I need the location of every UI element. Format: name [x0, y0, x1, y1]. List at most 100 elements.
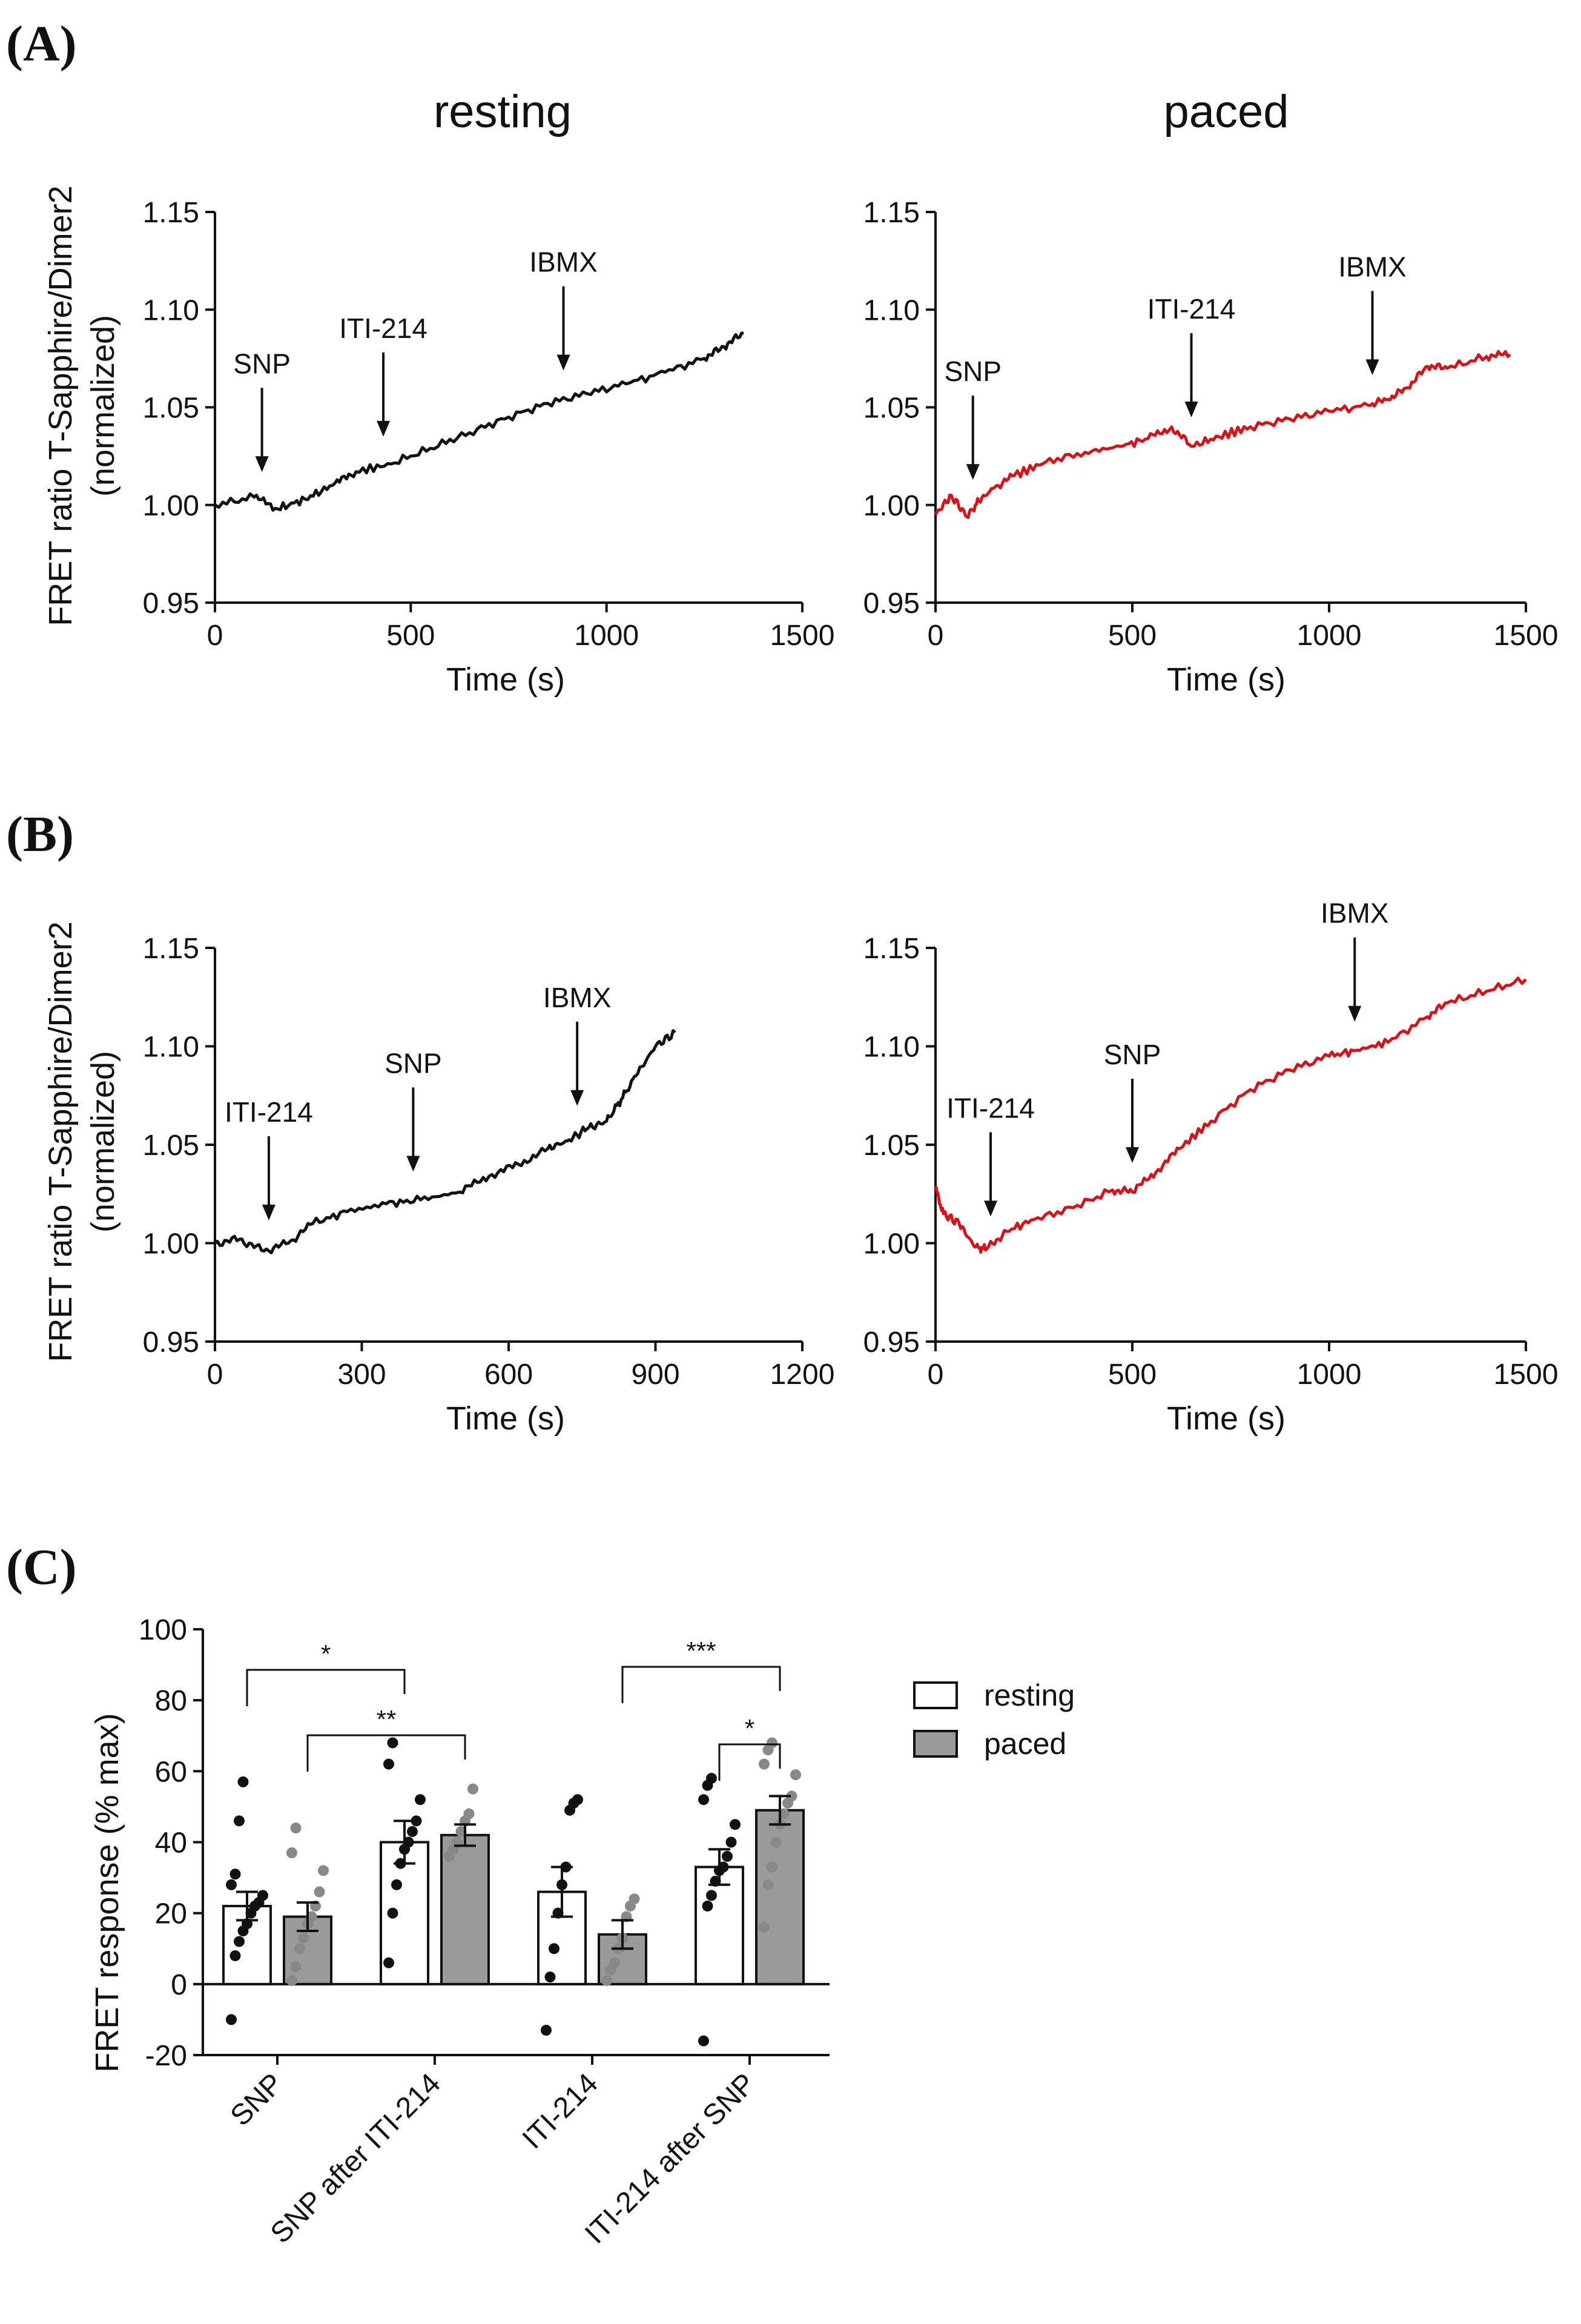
data-point	[415, 1794, 426, 1806]
x-tick-label: 1000	[1297, 1359, 1362, 1391]
line-chart-b-resting: 0.95 1.00 1.05 1.10 1.15 0 300 600 900 1200 ITI-21…	[143, 933, 835, 1391]
y-tick-label: 0.95	[863, 1326, 920, 1359]
y-tick-label: 1.15	[143, 933, 199, 965]
significance-bracket: ***	[621, 1637, 781, 1703]
y-tick-label: 0.95	[143, 588, 199, 620]
data-point	[290, 1822, 302, 1834]
series-line-paced	[934, 976, 1527, 1254]
annotation-arrow: SNP	[1104, 1039, 1161, 1163]
data-point	[229, 1950, 241, 1961]
series-line-resting	[214, 1029, 676, 1254]
b-resting-xlabel: Time (s)	[446, 1400, 565, 1437]
x-tick-label: 1000	[1297, 620, 1362, 652]
data-point	[257, 1890, 268, 1901]
y-tick-label: 1.15	[863, 197, 920, 229]
c-y-tick-label: 60	[155, 1756, 187, 1788]
c-y-tick-label: -20	[145, 2040, 187, 2072]
significance-bracket: **	[306, 1705, 466, 1772]
y-tick-label: 1.05	[143, 1130, 199, 1162]
x-tick-label: 0	[928, 1359, 944, 1391]
c-y-tick-label: 80	[155, 1685, 187, 1717]
annotation-label: IBMX	[1321, 898, 1388, 929]
bracket-line	[246, 1669, 406, 1706]
annotation-label: IBMX	[529, 247, 597, 278]
significance-stars: ***	[686, 1637, 716, 1665]
annotation-arrow: ITI-214	[339, 313, 427, 437]
y-tick-label: 1.00	[863, 1228, 920, 1260]
data-point	[572, 1794, 583, 1806]
annotation-label: ITI-214	[225, 1096, 313, 1128]
annotation-label: ITI-214	[339, 313, 427, 344]
annotation-label: SNP	[1104, 1039, 1161, 1070]
data-point	[698, 2035, 709, 2047]
data-point	[730, 1819, 741, 1830]
data-point	[318, 1865, 329, 1876]
annotation-label: ITI-214	[946, 1092, 1035, 1124]
data-point	[286, 1847, 297, 1859]
annotation-arrow: ITI-214	[1147, 293, 1235, 417]
annotation-label: SNP	[944, 356, 1002, 387]
bracket-line	[718, 1743, 781, 1781]
data-point	[383, 1758, 394, 1770]
significance-bracket: *	[718, 1714, 781, 1781]
c-y-tick-label: 40	[155, 1827, 187, 1859]
significance-stars: *	[321, 1640, 331, 1668]
annotation-arrow: SNP	[944, 356, 1002, 480]
a-resting-xlabel: Time (s)	[446, 661, 565, 698]
y-tick-label: 1.00	[143, 490, 199, 522]
annotation-arrow: IBMX	[1338, 251, 1407, 376]
bar-resting	[695, 1865, 744, 1985]
significance-stars: *	[745, 1714, 754, 1743]
data-point	[387, 1907, 398, 1919]
line-chart-a-resting: 0.95 1.00 1.05 1.10 1.15 0 500 1000 1500 SNP ITI-2…	[143, 197, 835, 652]
y-tick-label: 1.10	[863, 1031, 920, 1064]
y-tick-label: 1.05	[143, 392, 199, 425]
x-tick-label: 600	[484, 1359, 533, 1391]
data-point	[411, 1815, 422, 1827]
data-point	[226, 1879, 237, 1890]
arrow-head	[966, 464, 980, 480]
arrow-head	[570, 1090, 584, 1106]
annotation-label: SNP	[233, 348, 291, 379]
c-category-label: ITI-214	[517, 2067, 604, 2155]
arrow-head	[406, 1156, 420, 1172]
x-tick-label: 1500	[1494, 1359, 1559, 1391]
x-tick-label: 500	[1108, 1359, 1157, 1391]
title-resting: resting	[434, 86, 572, 137]
line-chart-b-paced: 0.95 1.00 1.05 1.10 1.15 0 500 1000 1500 ITI-214 S…	[863, 898, 1559, 1391]
data-point	[234, 1936, 245, 1947]
b-ylabel-line1: FRET ratio T-Sapphire/Dimer2	[42, 921, 79, 1362]
data-point	[767, 1861, 777, 1873]
y-tick-label: 0.95	[143, 1326, 199, 1359]
x-tick-label: 1500	[770, 620, 835, 652]
y-tick-label: 1.05	[863, 1130, 920, 1162]
data-point	[407, 1826, 418, 1837]
significance-bracket: *	[246, 1640, 406, 1706]
c-y-tick-label: 0	[171, 1969, 187, 2001]
y-tick-label: 1.05	[863, 392, 920, 425]
x-tick-label: 1200	[770, 1359, 835, 1391]
data-point	[549, 1943, 559, 1955]
x-tick-label: 300	[337, 1359, 386, 1391]
y-tick-label: 1.15	[863, 933, 920, 965]
legend-label-resting: resting	[984, 1678, 1075, 1712]
x-tick-label: 0	[207, 620, 223, 652]
data-point	[234, 1815, 245, 1827]
panel-label-a: (A)	[6, 16, 77, 72]
annotation-arrow: IBMX	[543, 982, 611, 1106]
annotation-label: SNP	[385, 1047, 442, 1079]
x-tick-label: 500	[1108, 620, 1157, 652]
annotation-arrow: IBMX	[529, 247, 598, 371]
data-point	[609, 1957, 620, 1968]
c-y-tick-label: 100	[139, 1614, 187, 1646]
data-point	[770, 1836, 782, 1848]
data-point	[786, 1790, 797, 1802]
c-ylabel: FRET response (% max)	[89, 1713, 125, 2072]
annotation-label: IBMX	[543, 982, 611, 1013]
x-tick-label: 0	[928, 620, 944, 652]
data-point	[314, 1886, 325, 1898]
data-point	[391, 1879, 402, 1890]
b-paced-xlabel: Time (s)	[1167, 1400, 1286, 1437]
bar-paced	[755, 1809, 805, 1985]
